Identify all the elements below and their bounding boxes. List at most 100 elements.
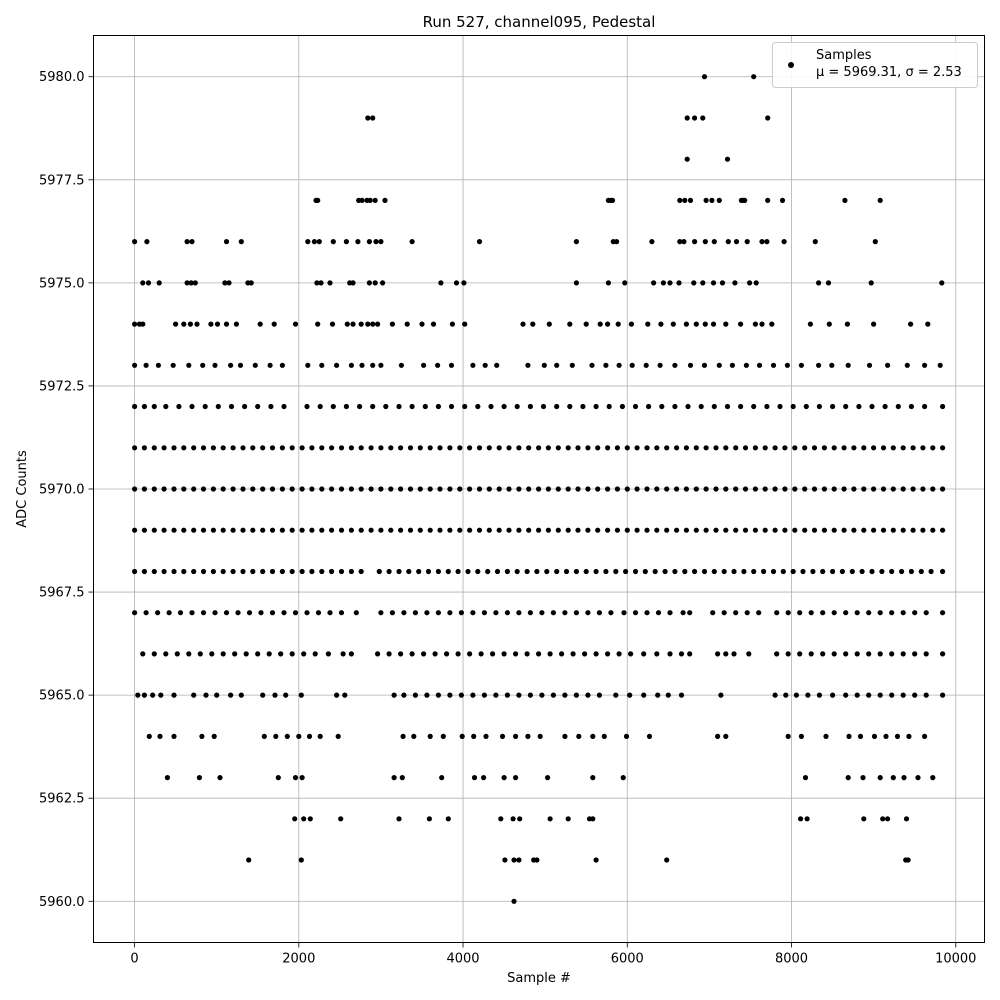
data-point <box>798 362 805 368</box>
data-point <box>731 568 737 575</box>
data-point <box>545 527 552 533</box>
data-point <box>404 321 410 327</box>
data-point <box>683 486 690 492</box>
data-point <box>550 610 557 616</box>
data-point <box>899 568 905 575</box>
data-point <box>562 733 568 740</box>
data-point <box>155 610 161 616</box>
data-point <box>908 403 915 410</box>
data-point <box>200 362 206 368</box>
data-point <box>250 568 256 575</box>
data-point <box>358 486 364 492</box>
data-point <box>608 610 614 616</box>
data-point <box>843 403 849 410</box>
data-point <box>467 527 473 533</box>
data-point <box>821 527 828 533</box>
data-point <box>762 445 768 451</box>
data-point <box>885 362 891 368</box>
data-point <box>226 280 232 286</box>
data-point <box>573 692 580 698</box>
data-point <box>752 445 759 451</box>
data-point <box>143 610 149 616</box>
data-point <box>573 239 580 245</box>
data-point <box>366 239 372 245</box>
data-point <box>212 610 218 616</box>
data-point <box>319 445 325 451</box>
data-point <box>329 568 335 575</box>
data-point <box>922 403 928 410</box>
data-point <box>517 816 523 822</box>
data-point <box>866 610 872 616</box>
data-point <box>807 321 814 327</box>
data-point <box>687 651 693 657</box>
data-point <box>589 362 595 368</box>
data-point <box>922 733 928 740</box>
data-point <box>802 486 808 492</box>
data-point <box>166 610 172 616</box>
data-point <box>228 692 234 698</box>
data-point <box>783 692 789 698</box>
data-point <box>861 445 867 451</box>
data-point <box>816 280 822 286</box>
data-point <box>275 775 281 781</box>
data-point <box>453 280 460 286</box>
data-point <box>370 321 376 327</box>
data-point <box>398 445 404 451</box>
data-point <box>623 568 629 575</box>
data-point <box>940 568 946 575</box>
data-point <box>756 610 762 616</box>
y-tick-label: 5965.0 <box>39 689 85 704</box>
data-point <box>435 403 441 410</box>
data-point <box>821 486 828 492</box>
data-point <box>430 321 437 327</box>
data-point <box>417 527 423 533</box>
data-point <box>513 651 519 657</box>
data-point <box>171 445 177 451</box>
data-point <box>490 651 496 657</box>
data-point <box>317 733 323 740</box>
data-point <box>462 403 468 410</box>
data-point <box>711 403 717 410</box>
data-point <box>915 775 921 781</box>
data-point <box>845 775 851 781</box>
data-point <box>805 692 811 698</box>
data-point <box>644 527 650 533</box>
data-point <box>576 733 582 740</box>
data-point <box>849 568 855 575</box>
data-point <box>779 197 786 203</box>
data-point <box>315 610 322 616</box>
data-point <box>355 239 361 245</box>
data-point <box>682 197 688 203</box>
data-point <box>797 610 803 616</box>
data-point <box>268 403 274 410</box>
data-point <box>742 527 749 533</box>
data-point <box>593 651 599 657</box>
data-point <box>629 362 635 368</box>
data-point <box>525 362 531 368</box>
data-point <box>871 733 878 740</box>
data-point <box>527 403 534 410</box>
data-point <box>298 692 304 698</box>
data-point <box>260 527 266 533</box>
data-point <box>289 651 295 657</box>
data-point <box>550 692 557 698</box>
data-point <box>877 692 883 698</box>
data-point <box>596 692 603 698</box>
data-point <box>545 486 552 492</box>
data-point <box>923 692 929 698</box>
data-point <box>151 527 157 533</box>
data-point <box>330 403 336 410</box>
data-point <box>900 651 906 657</box>
data-point <box>260 568 266 575</box>
data-point <box>565 527 571 533</box>
data-point <box>486 527 492 533</box>
data-point <box>785 610 791 616</box>
data-point <box>632 403 639 410</box>
data-point <box>843 651 849 657</box>
legend-series-label: Samples <box>816 48 872 63</box>
data-point <box>940 445 946 451</box>
data-point <box>258 610 264 616</box>
data-point <box>391 692 397 698</box>
data-point <box>851 527 857 533</box>
